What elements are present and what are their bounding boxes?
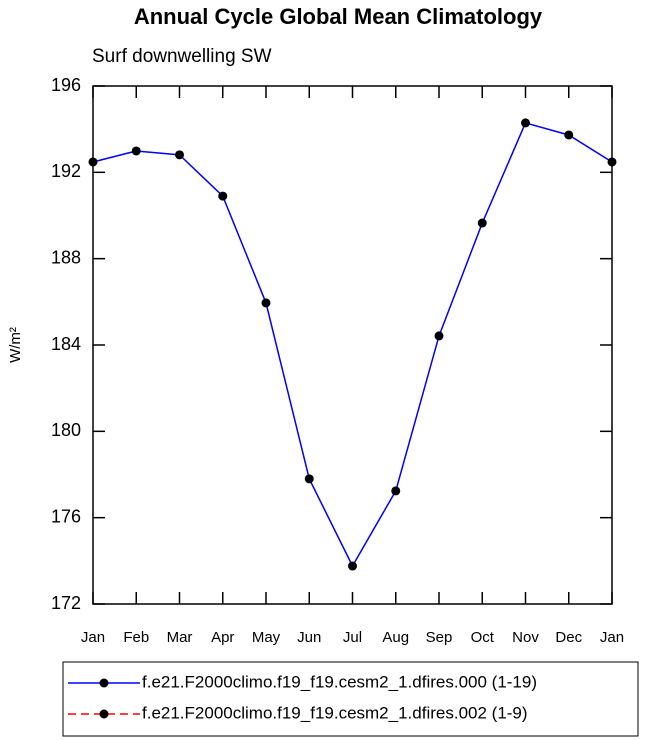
- legend-box: [62, 661, 639, 737]
- data-point: [607, 157, 617, 167]
- chart-subtitle: Surf downwelling SW: [92, 46, 272, 67]
- x-tick-label: Nov: [512, 629, 539, 646]
- data-point: [348, 561, 357, 571]
- y-axis-label: W/m²: [7, 327, 24, 363]
- data-point: [477, 218, 487, 228]
- data-point: [261, 298, 271, 308]
- x-tick-label: Dec: [555, 629, 582, 646]
- data-point: [131, 146, 141, 156]
- x-tick-label: Jan: [81, 629, 105, 646]
- x-tick-label: Jun: [297, 629, 321, 646]
- chart-title: Annual Cycle Global Mean Climatology: [134, 4, 543, 29]
- x-tick-label: Oct: [471, 629, 495, 646]
- data-point: [304, 474, 314, 484]
- legend-marker: [99, 678, 109, 688]
- x-tick-label: Jul: [343, 629, 362, 646]
- x-tick-label: May: [252, 629, 281, 646]
- data-point: [391, 486, 401, 496]
- y-tick-label: 184: [51, 334, 81, 354]
- x-tick-label: Mar: [167, 629, 193, 646]
- data-point: [218, 191, 228, 201]
- data-point: [521, 118, 530, 128]
- legend-label: f.e21.F2000climo.f19_f19.cesm2_1.dfires.…: [142, 672, 537, 691]
- x-tick-label: Jan: [600, 629, 624, 646]
- y-tick-label: 176: [51, 506, 81, 526]
- series-line: [92, 122, 613, 568]
- y-tick-label: 172: [51, 593, 81, 613]
- x-tick-label: Feb: [123, 629, 149, 646]
- data-point: [175, 150, 184, 160]
- plot-frame: [92, 85, 613, 605]
- data-point: [564, 130, 574, 140]
- x-tick-label: Apr: [211, 629, 234, 646]
- legend-marker: [99, 709, 109, 719]
- data-point: [434, 331, 444, 341]
- x-tick-label: Sep: [426, 629, 453, 646]
- legend-label: f.e21.F2000climo.f19_f19.cesm2_1.dfires.…: [142, 703, 528, 722]
- y-tick-label: 196: [51, 75, 81, 95]
- y-tick-label: 192: [51, 161, 81, 181]
- x-tick-label: Aug: [382, 629, 409, 646]
- y-tick-label: 180: [51, 420, 81, 440]
- data-point: [88, 157, 98, 167]
- y-tick-label: 188: [51, 247, 81, 267]
